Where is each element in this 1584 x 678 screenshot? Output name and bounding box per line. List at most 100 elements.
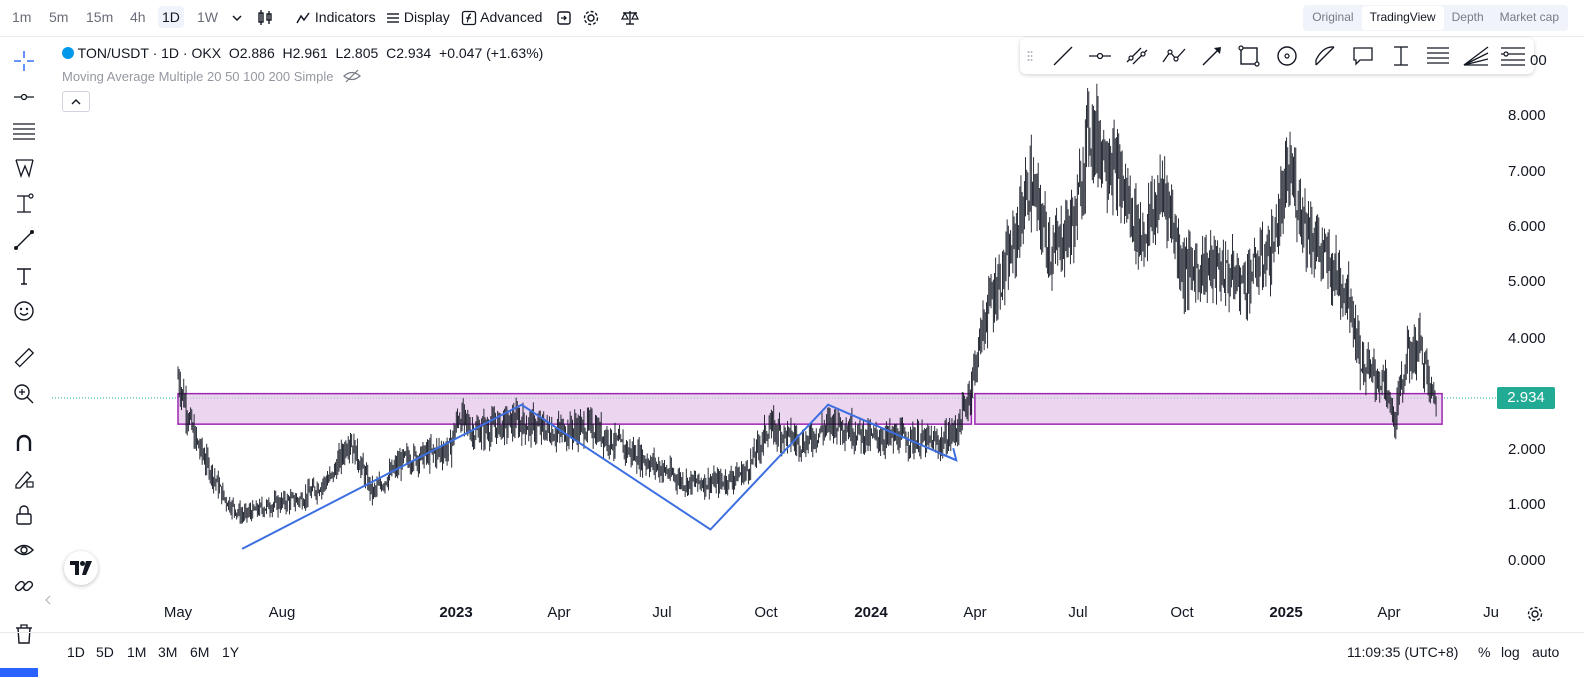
- compare-button[interactable]: [616, 6, 644, 28]
- pattern-tool[interactable]: [10, 154, 38, 182]
- timezone-clock[interactable]: 11:09:35 (UTC+8): [1347, 644, 1459, 660]
- time-label-year: 2024: [854, 604, 888, 621]
- fib-tool[interactable]: [10, 118, 38, 146]
- lock-all-tool[interactable]: [10, 501, 38, 529]
- price-label: 8.000: [1508, 107, 1546, 124]
- tab-original[interactable]: Original: [1312, 10, 1354, 24]
- range-3m[interactable]: 3M: [158, 644, 178, 660]
- replay-button[interactable]: [551, 6, 577, 28]
- range-1d[interactable]: 1D: [67, 644, 85, 660]
- hide-drawings-tool[interactable]: [10, 536, 38, 564]
- price-label-partial: 00: [1530, 52, 1547, 69]
- tab-tradingview[interactable]: TradingView: [1361, 6, 1444, 30]
- drawing-sidebar: [0, 37, 48, 677]
- horizontal-line-icon: [14, 93, 34, 101]
- interval-1m[interactable]: 1m: [12, 9, 32, 25]
- price-label: 1.000: [1508, 496, 1546, 513]
- chart-type-button[interactable]: [252, 6, 278, 28]
- time-label: Ju: [1483, 604, 1499, 621]
- price-label: 6.000: [1508, 218, 1546, 235]
- fib-channel-tool[interactable]: [1499, 42, 1527, 70]
- horizontal-line-tool[interactable]: [1086, 42, 1114, 70]
- display-button[interactable]: Display: [382, 6, 454, 28]
- range-5d[interactable]: 5D: [96, 644, 114, 660]
- delete-tool[interactable]: [10, 620, 38, 648]
- time-label: Jul: [652, 604, 672, 621]
- lock-drawing-tool[interactable]: [10, 465, 38, 493]
- symbol-name[interactable]: TON/USDT · 1D · OKX: [77, 45, 222, 61]
- measure-tool[interactable]: [10, 190, 38, 218]
- current-price-badge: 2.934: [1497, 387, 1555, 409]
- fib-retracement-tool[interactable]: [1424, 42, 1452, 70]
- collapse-legend-button[interactable]: [62, 91, 90, 112]
- emoji-tool[interactable]: [10, 297, 38, 325]
- settings-button[interactable]: [578, 6, 604, 28]
- rectangle-tool[interactable]: [1235, 42, 1263, 70]
- tab-market-cap[interactable]: Market cap: [1499, 10, 1559, 24]
- auto-toggle[interactable]: auto: [1532, 644, 1560, 660]
- pattern-arrowhead: [943, 447, 958, 462]
- ruler-icon: [14, 347, 35, 368]
- fib-fan-tool[interactable]: [1462, 42, 1490, 70]
- parallel-channel-tool[interactable]: [1123, 42, 1151, 70]
- tab-depth[interactable]: Depth: [1451, 10, 1484, 24]
- resistance-zone-rect: [974, 392, 1443, 425]
- fib-retracement-icon: [1427, 47, 1449, 64]
- arrow-icon: [1202, 47, 1221, 66]
- time-label: May: [163, 604, 193, 621]
- ohlc-close: C2.934: [386, 45, 432, 61]
- smiley-icon: [14, 301, 34, 321]
- callout-tool[interactable]: [1349, 42, 1377, 70]
- fib-fan-icon: [1463, 46, 1489, 66]
- tradingview-logo[interactable]: [64, 551, 98, 585]
- candlestick-icon: [258, 10, 272, 26]
- horizontal-ray-tool[interactable]: [10, 83, 38, 111]
- collapse-sidebar-icon[interactable]: [44, 594, 52, 606]
- interval-4h[interactable]: 4h: [130, 9, 146, 25]
- drag-handle[interactable]: [1022, 42, 1038, 70]
- interval-dropdown[interactable]: [227, 6, 247, 28]
- range-1y[interactable]: 1Y: [222, 644, 240, 660]
- text-tool[interactable]: [10, 262, 38, 290]
- price-label: 4.000: [1508, 330, 1546, 347]
- zoom-tool[interactable]: [10, 380, 38, 408]
- ruler-tool[interactable]: [10, 344, 38, 372]
- price-label: 7.000: [1508, 163, 1546, 180]
- price-range-tool[interactable]: [1387, 42, 1415, 70]
- link-tool[interactable]: [10, 572, 38, 600]
- magnet-icon: [16, 434, 32, 451]
- brush-tool[interactable]: [10, 226, 38, 254]
- indicator-name[interactable]: Moving Average Multiple 20 50 100 200 Si…: [62, 69, 334, 84]
- axis-settings-icon[interactable]: [1526, 605, 1544, 623]
- range-1m[interactable]: 1M: [127, 644, 147, 660]
- crosshair-tool[interactable]: [10, 47, 38, 75]
- log-toggle[interactable]: log: [1501, 644, 1520, 660]
- time-label: Apr: [963, 604, 987, 621]
- trend-line-tool[interactable]: [1049, 42, 1077, 70]
- interval-1d[interactable]: 1D: [158, 6, 184, 28]
- curve-icon: [1315, 46, 1335, 66]
- indicators-button[interactable]: Indicators: [291, 6, 380, 28]
- percent-toggle[interactable]: %: [1478, 644, 1491, 660]
- magnet-tool[interactable]: [10, 429, 38, 457]
- arrow-tool[interactable]: [1198, 42, 1226, 70]
- time-label: Oct: [1170, 604, 1194, 621]
- symbol-legend: TON/USDT · 1D · OKX O2.886 H2.961 L2.805…: [62, 45, 543, 61]
- speech-bubble-icon: [1353, 47, 1373, 66]
- fib-channel-icon: [1501, 47, 1525, 66]
- circle-icon: [1277, 46, 1297, 66]
- interval-15m[interactable]: 15m: [86, 9, 114, 25]
- indicator-legend: Moving Average Multiple 20 50 100 200 Si…: [62, 69, 362, 84]
- eye-hidden-icon[interactable]: [343, 69, 362, 83]
- chevron-down-icon: [232, 15, 242, 22]
- curve-tool[interactable]: [1311, 42, 1339, 70]
- interval-5m[interactable]: 5m: [49, 9, 69, 25]
- circle-tool[interactable]: [1273, 42, 1301, 70]
- interval-1w[interactable]: 1W: [197, 9, 218, 25]
- bottom-bar: 1D 5D 1M 3M 6M 1Y 11:09:35 (UTC+8) % log…: [0, 632, 1584, 678]
- range-6m[interactable]: 6M: [190, 644, 210, 660]
- path-tool[interactable]: [1160, 42, 1188, 70]
- advanced-button[interactable]: Advanced: [457, 6, 546, 28]
- lock-icon: [16, 505, 32, 525]
